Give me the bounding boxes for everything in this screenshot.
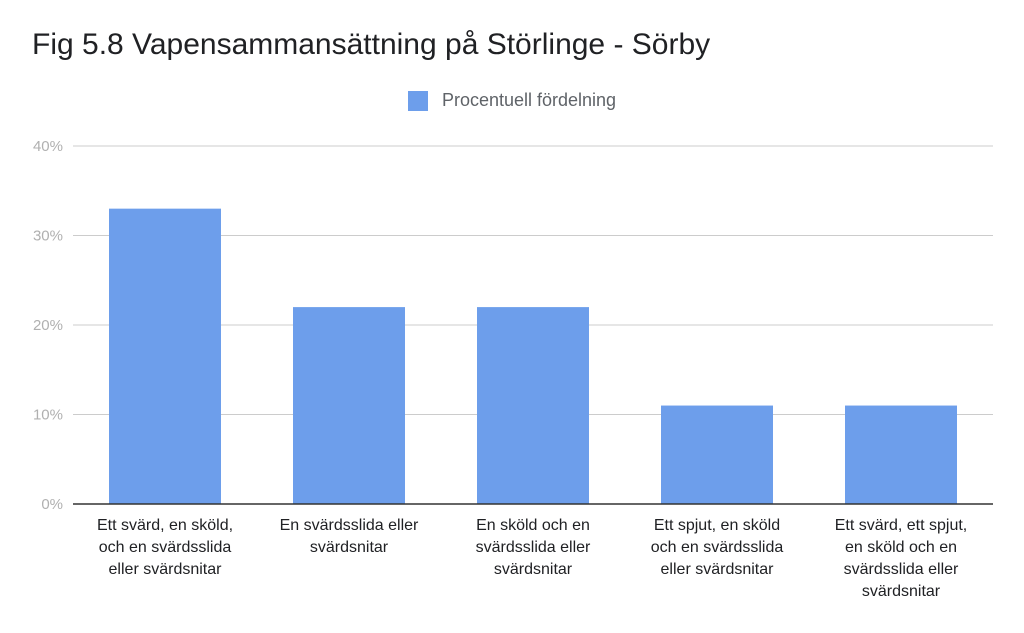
bar [477,307,589,504]
bar [661,405,773,504]
x-category-label-line: En sköld och en [476,517,590,534]
x-category-label-line: svärdsnitar [494,561,573,578]
x-category-label: Ett svärd, ett spjut, en sköld och en svär… [835,517,968,600]
x-category-label-line: Ett svärd, ett spjut, [835,517,968,534]
y-tick-label: 30% [33,228,63,245]
x-category-label: En svärdsslida eller svärdsnitar [280,517,419,556]
legend-swatch [407,90,428,111]
x-category-label-line: En svärdsslida eller [280,517,419,534]
y-tick-label: 0% [41,496,63,513]
y-tick-label: 40% [33,138,63,155]
x-category-label-line: Ett svärd, en sköld, [97,517,233,534]
x-category-label-line: Ett spjut, en sköld [654,517,780,534]
legend-label: Procentuell fördelning [441,90,617,110]
bar [845,405,957,504]
x-category-label-line: en sköld och en [845,539,957,556]
bar [293,307,405,504]
x-axis-category-labels: Ett svärd, en sköld, och en svärdsslida el… [97,517,967,600]
bar [109,208,221,504]
x-category-label-line: eller svärdsnitar [661,561,775,578]
x-category-label: Ett svärd, en sköld, och en svärdsslida el… [97,517,233,578]
bars [109,208,957,504]
y-tick-label: 20% [33,317,63,334]
x-category-label-line: svärdsnitar [862,583,941,600]
x-category-label: Ett spjut, en sköld och en svärdsslida ell… [651,517,784,578]
y-tick-label: 10% [33,407,63,424]
legend: Procentuell fördelning [0,90,1024,111]
x-category-label: En sköld och en svärdsslida eller svärdsni… [476,517,591,578]
x-category-label-line: och en svärdsslida [651,539,784,556]
x-category-label-line: svärdsnitar [310,539,389,556]
x-category-label-line: och en svärdsslida [99,539,232,556]
x-category-label-line: eller svärdsnitar [109,561,223,578]
y-axis-tick-labels: 0% 10% 20% 30% 40% [33,138,63,513]
chart-title: Fig 5.8 Vapensammansättning på Störlinge… [32,28,711,61]
x-category-label-line: svärdsslida eller [844,561,959,578]
x-category-label-line: svärdsslida eller [476,539,591,556]
